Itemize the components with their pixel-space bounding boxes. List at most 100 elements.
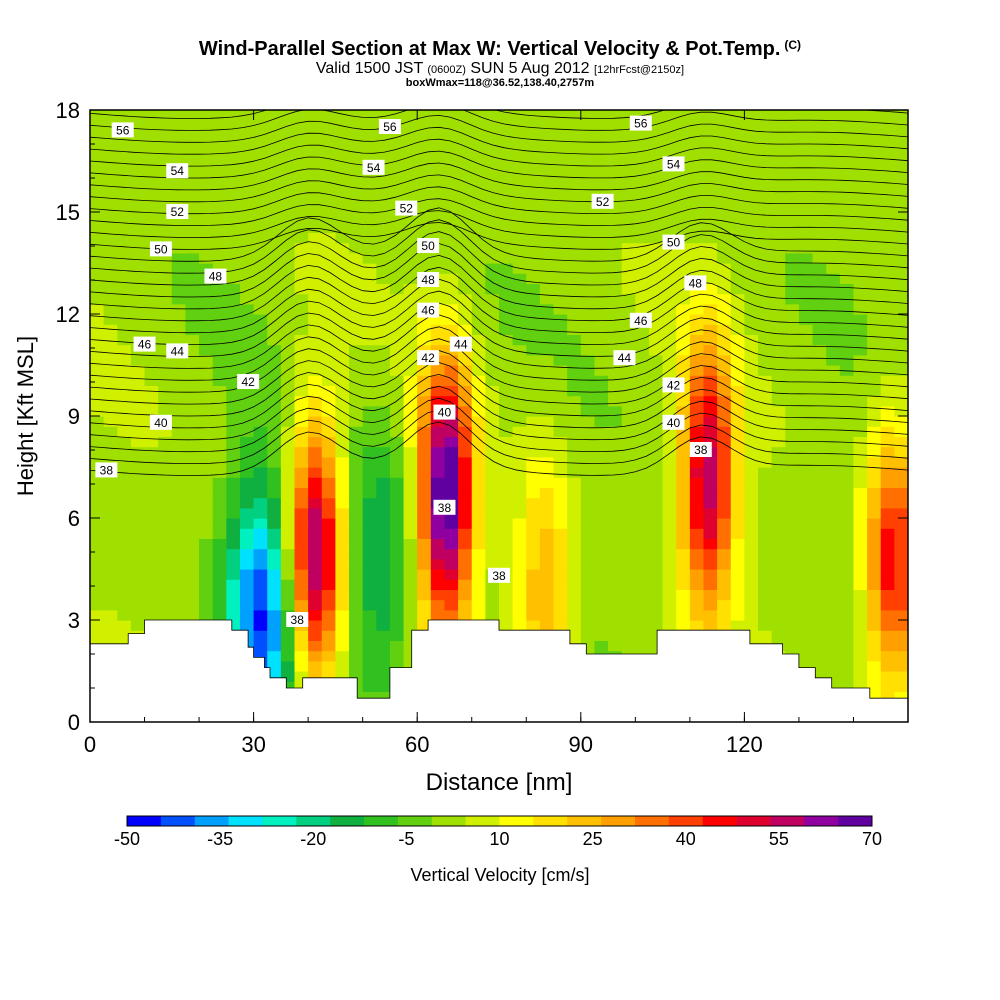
field-cell	[826, 344, 841, 356]
field-cell	[689, 161, 705, 172]
theta-label-box	[613, 350, 636, 366]
field-cell	[717, 569, 732, 580]
field-cell	[539, 599, 555, 611]
field-cell	[335, 487, 350, 499]
field-cell	[853, 681, 868, 692]
field-cell	[621, 507, 636, 519]
field-cell	[676, 344, 691, 356]
field-cell	[471, 232, 486, 244]
field-cell	[689, 609, 705, 621]
field-cell	[308, 640, 323, 652]
field-cell	[703, 579, 718, 590]
field-cell	[676, 518, 691, 529]
field-cell	[798, 273, 814, 284]
field-cell	[389, 497, 405, 509]
field-cell	[144, 232, 159, 244]
field-cell	[185, 467, 200, 478]
field-cell	[294, 191, 309, 203]
field-cell	[826, 671, 841, 682]
field-cell	[826, 426, 841, 437]
field-cell	[321, 487, 336, 499]
field-cell	[103, 212, 118, 223]
field-cell	[744, 273, 759, 284]
field-cell	[321, 630, 336, 641]
field-cell	[444, 191, 459, 203]
field-cell	[785, 558, 800, 570]
colorbar-tick-label: 10	[489, 829, 509, 849]
field-cell	[567, 528, 582, 539]
field-cell	[717, 426, 732, 437]
field-cell	[253, 222, 268, 233]
field-cell	[430, 538, 446, 550]
field-cell	[458, 446, 473, 458]
field-cell	[812, 334, 827, 346]
field-cell	[130, 273, 146, 284]
field-cell	[853, 395, 868, 407]
field-cell	[253, 273, 268, 284]
field-cell	[335, 140, 350, 152]
field-cell	[662, 171, 677, 182]
field-cell	[689, 263, 705, 274]
field-cell	[894, 640, 908, 652]
field-cell	[90, 456, 105, 468]
field-cell	[417, 263, 432, 274]
field-cell	[308, 518, 323, 529]
field-cell	[471, 212, 486, 223]
field-cell	[117, 283, 132, 295]
field-cell	[185, 426, 200, 437]
theta-label: 38	[100, 463, 114, 477]
field-cell	[212, 120, 227, 131]
field-cell	[226, 140, 241, 152]
field-cell	[608, 558, 623, 570]
field-cell	[621, 191, 636, 203]
field-cell	[185, 334, 200, 346]
field-cell	[90, 365, 105, 376]
field-cell	[867, 446, 882, 458]
field-cell	[894, 446, 908, 458]
field-cell	[553, 222, 568, 233]
field-cell	[321, 140, 336, 152]
field-cell	[144, 609, 159, 621]
field-cell	[553, 344, 568, 356]
field-cell	[158, 375, 173, 386]
theta-contour	[90, 207, 908, 262]
field-cell	[635, 252, 650, 264]
field-cell	[853, 579, 868, 590]
field-cell	[689, 548, 705, 560]
field-cell	[362, 589, 377, 601]
field-cell	[703, 548, 718, 560]
field-cell	[662, 140, 677, 152]
field-cell	[444, 354, 459, 366]
field-cell	[349, 487, 364, 499]
field-cell	[608, 110, 623, 121]
field-cell	[253, 212, 268, 223]
field-cell	[458, 283, 473, 295]
field-cell	[798, 181, 814, 193]
theta-contour	[90, 174, 908, 203]
field-cell	[894, 558, 908, 570]
field-cell	[171, 283, 187, 295]
field-cell	[130, 446, 146, 458]
field-cell	[839, 405, 855, 417]
theta-contour	[90, 373, 908, 429]
field-cell	[253, 140, 268, 152]
field-cell	[717, 548, 732, 560]
field-cell	[608, 395, 623, 407]
field-cell	[648, 620, 664, 631]
field-cell	[308, 528, 323, 539]
field-cell	[798, 140, 814, 152]
field-cell	[212, 609, 227, 621]
field-cell	[376, 497, 391, 509]
field-cell	[812, 161, 827, 172]
field-cell	[553, 263, 568, 274]
field-cell	[130, 212, 146, 223]
field-cell	[117, 293, 132, 305]
field-cell	[308, 426, 323, 437]
field-cell	[744, 293, 759, 305]
field-cell	[798, 385, 814, 397]
field-cell	[485, 140, 500, 152]
field-cell	[785, 385, 800, 397]
field-cell	[812, 191, 827, 203]
field-cell	[253, 334, 268, 346]
field-cell	[703, 181, 718, 193]
